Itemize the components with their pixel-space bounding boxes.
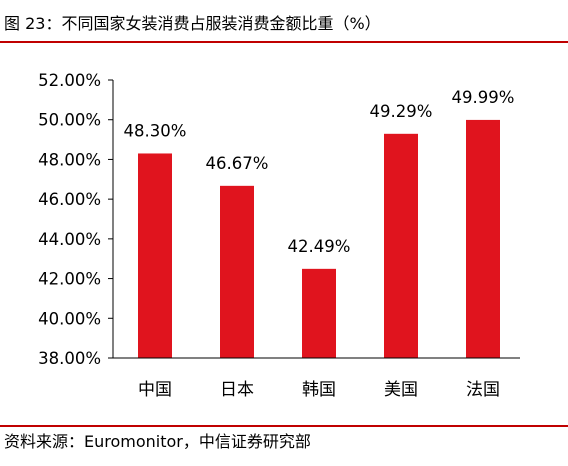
y-tick-label: 50.00%	[38, 111, 101, 130]
y-tick-label: 42.00%	[38, 270, 101, 289]
bars	[138, 119, 500, 358]
x-category-label: 日本	[220, 380, 254, 400]
y-tick-label: 38.00%	[38, 349, 101, 368]
title-rule	[0, 41, 568, 43]
data-label: 49.29%	[370, 102, 433, 121]
bar-4	[466, 119, 500, 358]
data-label: 49.99%	[452, 88, 515, 107]
source-note: 资料来源：Euromonitor，中信证券研究部	[4, 432, 311, 451]
bar-chart: 38.00% 40.00% 42.00% 44.00% 46.00% 48.00% 50.0…	[38, 71, 520, 400]
y-tick-label: 46.00%	[38, 190, 101, 209]
bar-1	[220, 185, 254, 358]
x-axis-categories: 中国 日本 韩国 美国 法国	[138, 380, 500, 400]
y-tick-label: 40.00%	[38, 309, 101, 328]
x-category-label: 中国	[138, 380, 172, 400]
bar-3	[384, 133, 418, 358]
x-category-label: 韩国	[302, 380, 336, 400]
data-label: 46.67%	[206, 154, 269, 173]
x-category-label: 美国	[384, 380, 418, 400]
data-label: 48.30%	[124, 121, 187, 140]
y-tick-label: 52.00%	[38, 71, 101, 90]
source-rule	[0, 425, 568, 427]
data-labels: 48.30% 46.67% 42.49% 49.29% 49.99%	[124, 88, 515, 256]
figure-title: 图 23：不同国家女装消费占服装消费金额比重（%）	[4, 14, 381, 33]
data-label: 42.49%	[288, 237, 351, 256]
y-axis-ticks: 38.00% 40.00% 42.00% 44.00% 46.00% 48.00% 50.0…	[38, 71, 113, 368]
x-category-label: 法国	[466, 380, 500, 400]
y-tick-label: 48.00%	[38, 150, 101, 169]
y-tick-label: 44.00%	[38, 230, 101, 249]
bar-0	[138, 153, 172, 358]
bar-2	[302, 268, 336, 358]
